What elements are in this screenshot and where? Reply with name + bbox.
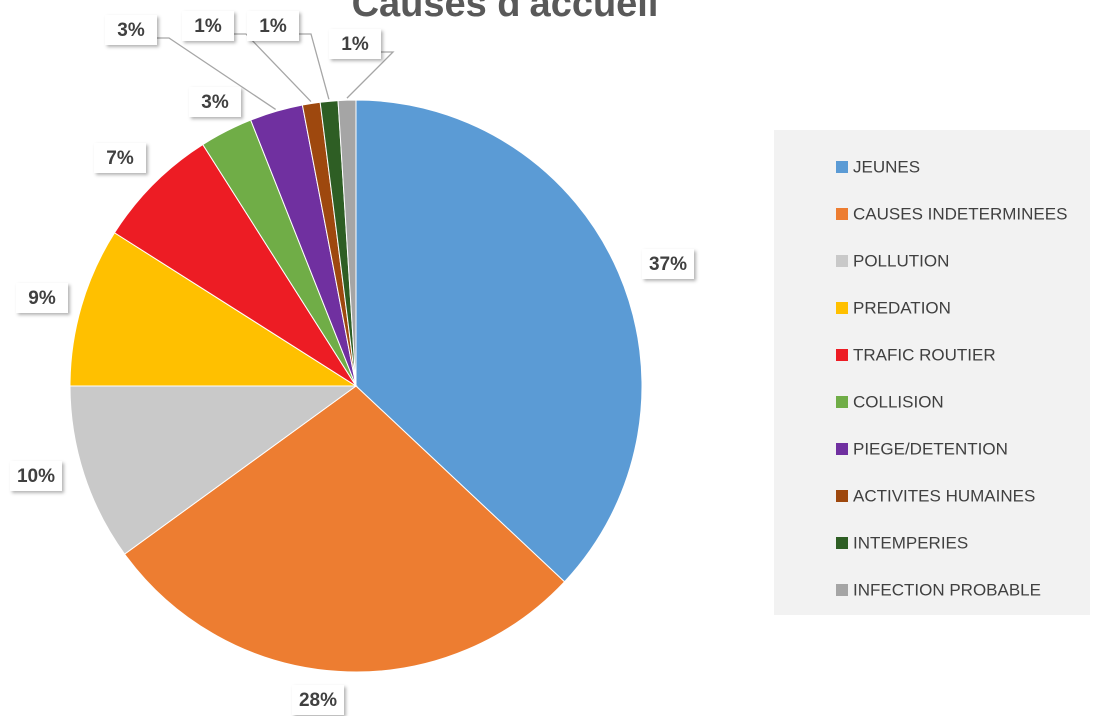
label-box <box>292 685 344 715</box>
data-label: 7% <box>106 148 134 169</box>
chart-title: Causes d'accueil <box>352 0 659 25</box>
legend-swatch <box>836 537 848 549</box>
pie-slice <box>355 99 643 583</box>
legend-swatch <box>836 255 848 267</box>
label-box <box>182 11 234 41</box>
legend-label: CAUSES INDETERMINEES <box>853 204 1067 223</box>
leader-line <box>157 37 277 110</box>
label-box <box>189 87 241 117</box>
legend-label: POLLUTION <box>853 251 949 270</box>
legend-swatch <box>836 349 848 361</box>
leader-line <box>346 51 395 99</box>
pie-slice <box>113 143 357 387</box>
label-box <box>105 15 157 45</box>
legend-box <box>774 130 1090 615</box>
leader-line <box>234 33 312 102</box>
legend-label: JEUNES <box>853 157 920 176</box>
data-label: 1% <box>194 16 222 37</box>
legend-swatch <box>836 443 848 455</box>
legend-label: PIEGE/DETENTION <box>853 439 1008 458</box>
pie-slice <box>69 232 358 387</box>
data-label: 3% <box>201 92 229 113</box>
legend-swatch <box>836 584 848 596</box>
label-box <box>94 143 146 173</box>
label-box <box>642 249 694 279</box>
leader-line <box>299 33 330 100</box>
legend-label: COLLISION <box>853 392 944 411</box>
legend-swatch <box>836 302 848 314</box>
legend-swatch <box>836 396 848 408</box>
pie-slice <box>123 385 566 673</box>
label-box <box>10 461 62 491</box>
data-label: 1% <box>341 34 369 55</box>
pie-slice <box>69 385 358 555</box>
legend-label: PREDATION <box>853 298 951 317</box>
data-label: 28% <box>299 690 337 711</box>
label-box <box>16 283 68 313</box>
legend-label: INTEMPERIES <box>853 533 968 552</box>
data-label: 3% <box>117 20 145 41</box>
pie-slice <box>337 99 357 387</box>
label-box <box>329 29 381 59</box>
data-label: 10% <box>17 466 55 487</box>
data-label: 1% <box>259 16 287 37</box>
legend-label: ACTIVITES HUMAINES <box>853 486 1035 505</box>
label-box <box>247 11 299 41</box>
data-label: 9% <box>28 288 56 309</box>
data-label: 37% <box>649 254 687 275</box>
legend-swatch <box>836 208 848 220</box>
legend-label: TRAFIC ROUTIER <box>853 345 996 364</box>
legend-swatch <box>836 161 848 173</box>
legend-swatch <box>836 490 848 502</box>
legend-label: INFECTION PROBABLE <box>853 580 1041 599</box>
